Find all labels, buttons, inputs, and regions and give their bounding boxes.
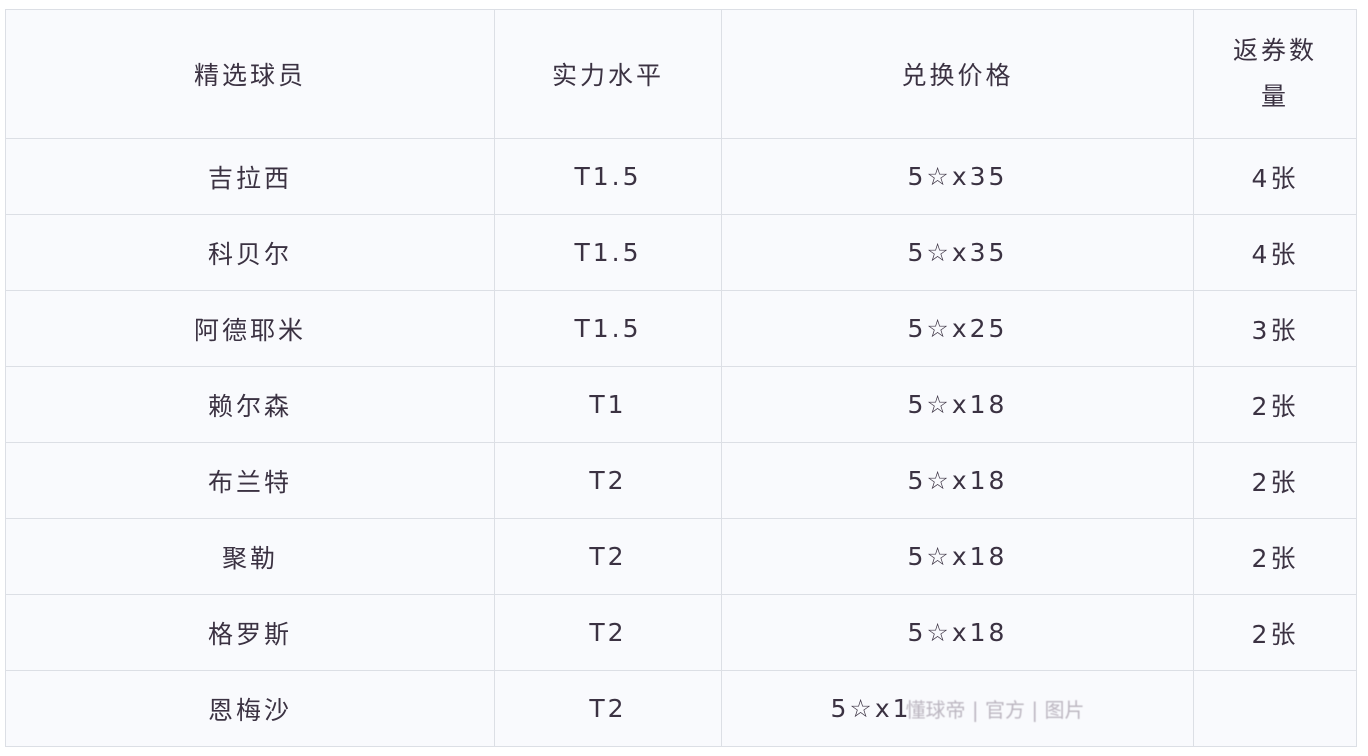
player-name-text: 格罗斯 xyxy=(207,619,292,649)
table-row: 布兰特 T2 5☆x18 2张 xyxy=(5,442,1357,519)
table-row: 聚勒 T2 5☆x18 2张 xyxy=(5,518,1357,595)
table-row: 阿德耶米 T1.5 5☆x25 3张 xyxy=(5,290,1357,367)
header-coupons-label: 返券数量 xyxy=(1232,36,1317,111)
price: 5☆x35 xyxy=(721,214,1194,291)
level-text: T1.5 xyxy=(574,314,642,343)
coupon-count: 2张 xyxy=(1193,594,1357,671)
coupon-count-text: 3张 xyxy=(1251,315,1299,345)
header-level: 实力水平 xyxy=(494,9,722,139)
price-text: 5☆x18 xyxy=(907,466,1008,495)
header-price: 兑换价格 xyxy=(721,9,1194,139)
coupon-count-text: 2张 xyxy=(1251,543,1299,573)
table-row: 赖尔森 T1 5☆x18 2张 xyxy=(5,366,1357,443)
player-name: 恩梅沙 xyxy=(5,670,495,747)
level-text: T2 xyxy=(589,466,627,495)
coupon-count-text: 2张 xyxy=(1251,467,1299,497)
coupon-count-text: 2张 xyxy=(1251,619,1299,649)
level-text: T2 xyxy=(589,618,627,647)
level-text: T2 xyxy=(589,542,627,571)
coupon-count-text: 4张 xyxy=(1251,239,1299,269)
coupon-count-text: 2张 xyxy=(1251,391,1299,421)
coupon-count: 2张 xyxy=(1193,366,1357,443)
table-header-row: 精选球员 实力水平 兑换价格 返券数量 xyxy=(5,9,1357,139)
price: 5☆x18 xyxy=(721,518,1194,595)
player-exchange-table: 精选球员 实力水平 兑换价格 返券数量 吉拉西 T1.5 5☆x35 4张 科贝尔 T1.… xyxy=(5,9,1357,747)
header-player: 精选球员 xyxy=(5,9,495,139)
price-text: 5☆x35 xyxy=(907,238,1008,267)
price: 5☆x18 xyxy=(721,442,1194,519)
price: 5☆x1懂球帝 | 官方 | 图片 xyxy=(721,670,1194,747)
table-row: 格罗斯 T2 5☆x18 2张 xyxy=(5,594,1357,671)
header-coupons: 返券数量 xyxy=(1193,9,1357,139)
level: T2 xyxy=(494,518,722,595)
player-name-text: 恩梅沙 xyxy=(207,695,292,725)
level: T2 xyxy=(494,670,722,747)
level-text: T2 xyxy=(589,694,627,723)
price-text: 5☆x18 xyxy=(907,618,1008,647)
player-name: 聚勒 xyxy=(5,518,495,595)
player-name: 格罗斯 xyxy=(5,594,495,671)
player-name-text: 赖尔森 xyxy=(207,391,292,421)
price-text: 5☆x18 xyxy=(907,542,1008,571)
coupon-count: 2张 xyxy=(1193,442,1357,519)
player-name: 吉拉西 xyxy=(5,138,495,215)
level: T2 xyxy=(494,442,722,519)
price: 5☆x25 xyxy=(721,290,1194,367)
level-text: T1.5 xyxy=(574,238,642,267)
price-text: 5☆x1 xyxy=(830,694,912,723)
player-name: 布兰特 xyxy=(5,442,495,519)
coupon-count: 4张 xyxy=(1193,214,1357,291)
watermark: 懂球帝 | 官方 | 图片 xyxy=(905,698,1085,722)
price-text: 5☆x35 xyxy=(907,162,1008,191)
coupon-count: 3张 xyxy=(1193,290,1357,367)
price: 5☆x35 xyxy=(721,138,1194,215)
level-text: T1.5 xyxy=(574,162,642,191)
price: 5☆x18 xyxy=(721,366,1194,443)
table-row: 科贝尔 T1.5 5☆x35 4张 xyxy=(5,214,1357,291)
coupon-count: 4张 xyxy=(1193,138,1357,215)
price: 5☆x18 xyxy=(721,594,1194,671)
player-name: 科贝尔 xyxy=(5,214,495,291)
coupon-count-text: 4张 xyxy=(1251,163,1299,193)
player-name-text: 科贝尔 xyxy=(207,239,292,269)
price-text: 5☆x25 xyxy=(907,314,1008,343)
level-text: T1 xyxy=(589,390,627,419)
level: T1 xyxy=(494,366,722,443)
table-row: 恩梅沙 T2 5☆x1懂球帝 | 官方 | 图片 xyxy=(5,670,1357,747)
player-name-text: 吉拉西 xyxy=(207,163,292,193)
player-name-text: 聚勒 xyxy=(221,543,278,573)
level: T1.5 xyxy=(494,138,722,215)
coupon-count: 2张 xyxy=(1193,518,1357,595)
level: T1.5 xyxy=(494,214,722,291)
player-name-text: 阿德耶米 xyxy=(193,315,306,345)
price-text: 5☆x18 xyxy=(907,390,1008,419)
level: T2 xyxy=(494,594,722,671)
player-name-text: 布兰特 xyxy=(207,467,292,497)
player-name: 赖尔森 xyxy=(5,366,495,443)
table-row: 吉拉西 T1.5 5☆x35 4张 xyxy=(5,138,1357,215)
player-name: 阿德耶米 xyxy=(5,290,495,367)
level: T1.5 xyxy=(494,290,722,367)
coupon-count xyxy=(1193,670,1357,747)
